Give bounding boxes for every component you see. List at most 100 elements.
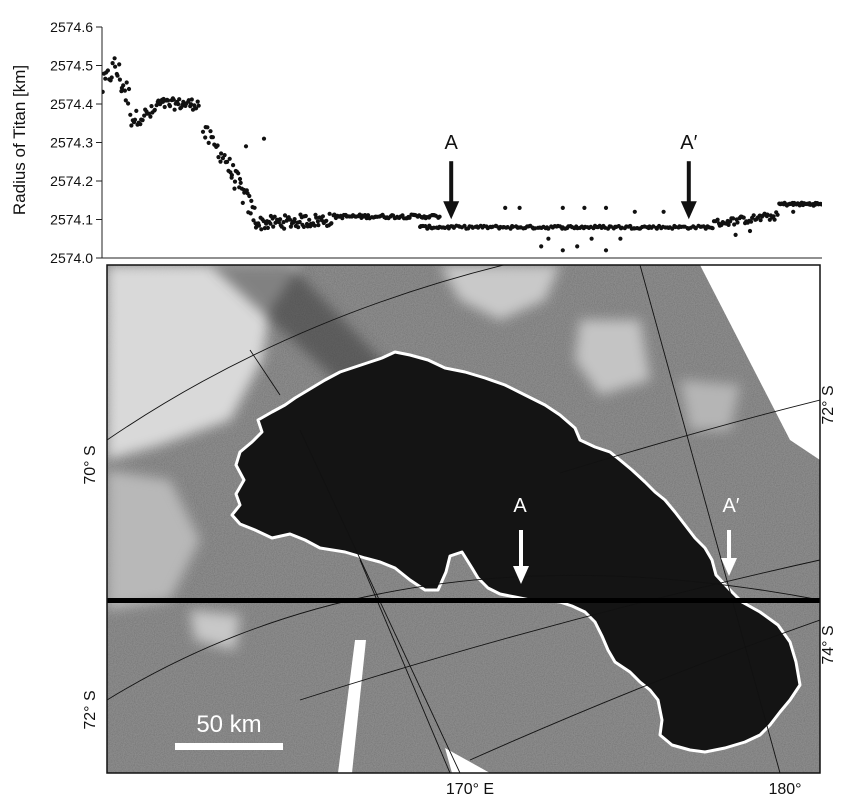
data-points [102,56,822,253]
data-point [560,205,565,210]
data-point [176,102,181,107]
data-point [237,176,243,182]
data-point [315,219,320,224]
y-tick-label: 2574.2 [50,173,93,189]
data-point [261,136,267,141]
data-point [256,223,262,228]
data-point [715,217,720,222]
data-point [128,112,133,117]
data-point [437,214,442,219]
data-point [726,222,731,227]
data-point [123,98,128,103]
data-point [142,113,147,118]
data-point [765,212,770,217]
data-point [603,248,609,253]
data-point [113,64,118,69]
data-point [222,153,227,158]
lon-label-180: 180° [768,781,801,798]
data-point [166,98,171,103]
data-point [632,209,637,214]
data-point [262,226,267,231]
data-point [126,101,131,106]
y-tick-label: 2574.5 [50,58,93,74]
y-tick-label: 2574.1 [50,212,93,228]
data-point [324,218,329,223]
y-tick-label: 2574.0 [50,250,93,266]
data-point [162,104,167,110]
no-data-region [700,265,820,460]
data-point [575,244,580,249]
data-point [758,218,763,223]
profile-arrow-head [680,201,697,220]
lat-label-72s-right: 72° S [820,385,837,424]
data-point [589,236,594,241]
data-point [102,89,105,94]
data-point [287,217,293,222]
data-point [735,220,740,225]
data-point [693,226,698,231]
data-point [312,223,317,228]
graticule [107,265,820,773]
data-point [208,129,213,134]
data-point [119,89,124,94]
no-data-strip [445,748,490,773]
radius-profile-plot: 2574.0 2574.1 2574.2 2574.3 2574.4 2574.5 2574… [10,19,822,266]
data-point [775,212,780,217]
data-point [117,77,122,82]
profile-markers: A A′ [443,132,698,220]
data-point [517,205,522,210]
mosaic-seam [107,598,820,603]
no-data-strip [338,640,366,773]
data-point [154,103,159,108]
data-point [129,123,134,128]
data-point [167,104,173,109]
map-label-a-prime: A′ [722,495,739,517]
lake [230,350,802,754]
map-arrow-a-prime [721,530,737,576]
data-point [216,155,221,160]
data-point [126,86,132,92]
data-point [303,213,308,219]
bright-terrain [107,265,300,460]
data-point [122,88,127,93]
bright-terrain [107,470,200,610]
data-point [227,156,232,161]
data-point [231,163,236,168]
data-point [268,221,273,226]
data-point [189,97,194,102]
data-point [819,202,822,207]
data-point [329,221,334,226]
data-point [248,211,253,216]
profile-arrow-head [443,201,460,220]
data-point [265,225,270,230]
data-point [140,118,145,123]
profile-label-a: A [445,132,459,154]
bright-terrain [440,265,560,320]
data-point [177,97,182,102]
data-point [772,217,777,222]
map-label-a: A [513,495,527,517]
data-point [661,209,666,214]
data-point [103,76,108,81]
scale-bar-label: 50 km [196,711,261,738]
data-point [618,236,623,241]
data-point [791,209,796,214]
data-point [301,224,306,229]
data-point [251,218,256,223]
data-point [730,216,736,221]
data-point [196,103,201,108]
map-frame [106,264,821,774]
lon-label-170e: 170° E [446,781,494,798]
data-point [316,223,321,228]
data-point [236,171,241,176]
data-point [278,217,283,222]
data-point [134,108,139,113]
data-point [282,213,288,218]
data-point [115,73,120,78]
y-tick-label: 2574.6 [50,19,93,35]
data-point [200,129,206,134]
data-point [314,215,319,220]
lat-label-70s-left: 70° S [82,445,99,484]
y-axis-ticks: 2574.0 2574.1 2574.2 2574.3 2574.4 2574.5 2574… [50,19,102,266]
